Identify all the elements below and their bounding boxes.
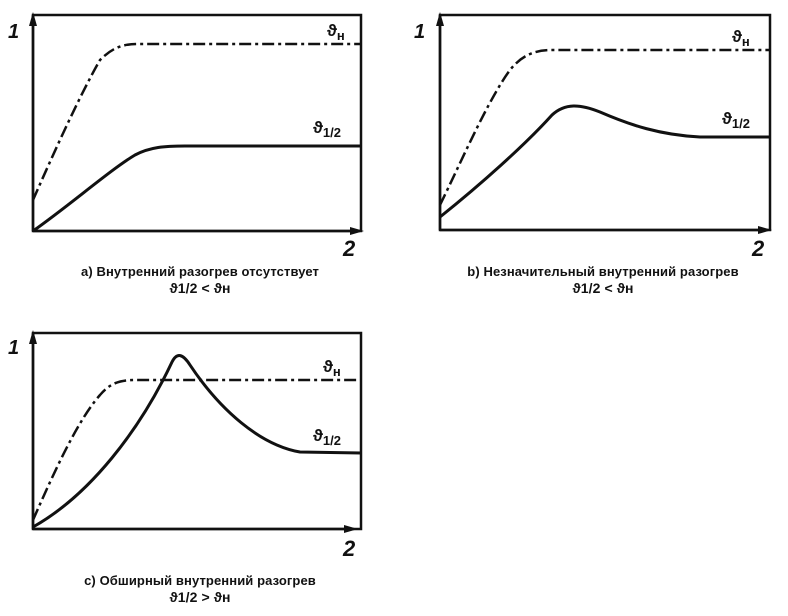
panel-c-lower-curve bbox=[32, 354, 362, 529]
panel-a-y-label: 1 bbox=[8, 21, 19, 43]
panel-c-x-label: 2 bbox=[342, 536, 356, 561]
panel-a: 1 2 ϑн ϑ1/2 bbox=[8, 12, 364, 261]
panel-b-x-label: 2 bbox=[751, 236, 765, 261]
panel-b-x-arrow bbox=[758, 226, 772, 234]
panel-c-y-arrow bbox=[29, 330, 37, 344]
panel-b-y-arrow bbox=[436, 12, 444, 26]
panel-c-upper-curve bbox=[31, 378, 361, 521]
panel-b-upper-label: ϑн bbox=[732, 27, 750, 49]
panel-c: 1 2 ϑн ϑ1/2 bbox=[8, 330, 363, 561]
panel-c-lower-label: ϑ1/2 bbox=[313, 426, 341, 448]
panel-a-frame bbox=[31, 13, 363, 233]
panel-a-x-label: 2 bbox=[342, 236, 356, 261]
panel-b-lower-curve bbox=[439, 104, 770, 219]
panel-b-y-label: 1 bbox=[414, 21, 425, 43]
caption-b-line2: ϑ1/2 < ϑн bbox=[572, 280, 634, 296]
caption-a-line2: ϑ1/2 < ϑн bbox=[169, 280, 231, 296]
panel-a-lower-label: ϑ1/2 bbox=[313, 118, 341, 140]
panel-c-upper-label: ϑн bbox=[323, 357, 341, 379]
panel-a-lower-curve bbox=[32, 144, 361, 233]
panel-a-upper-label: ϑн bbox=[327, 21, 345, 43]
panel-b-frame bbox=[438, 13, 772, 232]
caption-c-line1: c) Обширный внутренний разогрев bbox=[84, 573, 316, 588]
panel-c-frame bbox=[31, 331, 363, 531]
panel-a-upper-curve bbox=[31, 42, 361, 201]
caption-c: c) Обширный внутренний разогрев ϑ1/2 > ϑ… bbox=[40, 572, 360, 606]
panel-c-x-arrow bbox=[344, 525, 358, 533]
panel-c-y-label: 1 bbox=[8, 337, 19, 359]
caption-b-line1: b) Незначительный внутренний разогрев bbox=[467, 264, 739, 279]
caption-b: b) Незначительный внутренний разогрев ϑ1… bbox=[428, 263, 778, 297]
panel-a-x-arrow bbox=[350, 227, 364, 235]
panel-a-y-arrow bbox=[29, 12, 37, 26]
caption-a-line1: a) Внутренний разогрев отсутствует bbox=[80, 264, 319, 279]
panel-b-upper-curve bbox=[438, 48, 770, 206]
panel-b-lower-label: ϑ1/2 bbox=[722, 109, 750, 131]
caption-c-line2: ϑ1/2 > ϑн bbox=[169, 589, 231, 605]
panel-b: 1 2 ϑн ϑ1/2 bbox=[414, 12, 772, 261]
caption-a: a) Внутренний разогрев отсутствует ϑ1/2 … bbox=[30, 263, 370, 297]
